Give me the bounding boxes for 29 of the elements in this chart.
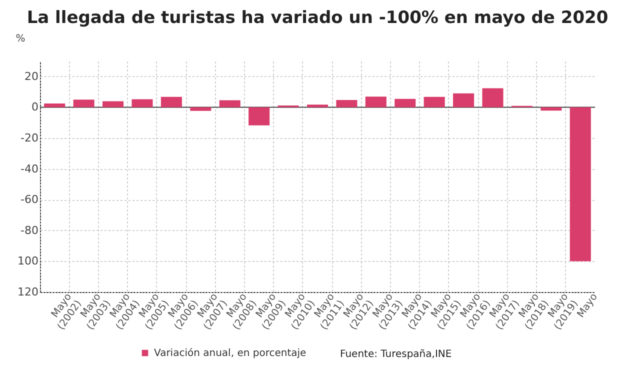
y-tick-label: -20 [20,132,38,144]
bar [570,107,591,262]
y-tick-label: -40 [20,162,38,176]
bar [73,100,94,108]
bar [424,96,445,108]
y-tick-label: -60 [20,193,38,206]
bar [132,99,153,108]
source-note: Fuente: Turespaña,INE [340,349,452,360]
bar [540,107,562,111]
bar [365,96,386,108]
bar [102,101,124,108]
bar [160,96,182,108]
y-tick-label: 0 [32,100,38,114]
bar [248,107,270,126]
bar [394,98,416,108]
bar [219,100,240,108]
bar [306,104,328,108]
bar [336,100,358,108]
y-tick-label: 120 [18,286,38,298]
y-tick-label: -80 [20,224,38,237]
bar [190,107,212,111]
y-tick-label: 20 [24,70,38,83]
bar [453,93,474,108]
bar [44,104,66,108]
bar [482,88,504,108]
chart-title: La llegada de turistas ha variado un -100% en mayo de 2020 [26,8,608,28]
y-axis-title: % [16,34,26,44]
legend-label: Variación anual, en porcentaje [154,348,306,359]
y-tick-label: 100 [18,254,38,268]
